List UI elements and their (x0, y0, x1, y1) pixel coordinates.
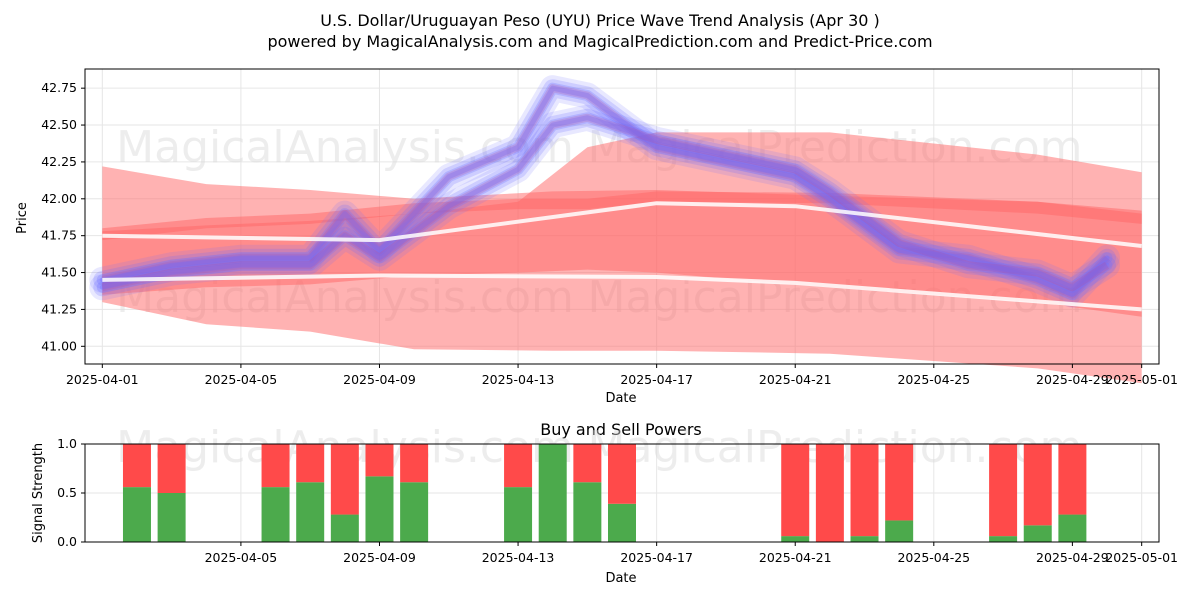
buy-bar (1058, 514, 1087, 542)
buy-bar (296, 482, 325, 542)
signal-title: Buy and Sell Powers (540, 420, 702, 439)
y-tick-label: 0.0 (57, 534, 77, 549)
sell-bar (850, 444, 879, 537)
y-tick-label: 41.50 (41, 265, 77, 280)
wave-line (93, 108, 1116, 297)
signal-chart: Buy and Sell Powers MagicalAnalysis.com … (31, 420, 1178, 586)
wave-line (101, 113, 1110, 292)
sell-bar (330, 444, 359, 515)
price-chart: MagicalAnalysis.com MagicalPrediction.co… (15, 68, 1178, 406)
x-tick-label: 2025-04-17 (620, 550, 693, 565)
buy-bar (157, 493, 186, 542)
sell-bar (296, 444, 325, 483)
x-tick-label: 2025-04-29 (1036, 550, 1109, 565)
x-tick-label: 2025-04-29 (1036, 372, 1109, 387)
sell-bar (504, 444, 533, 488)
wave-line (99, 85, 1110, 298)
y-tick-label: 42.25 (41, 154, 77, 169)
sell-bar (1058, 444, 1087, 515)
sell-bar (573, 444, 602, 483)
x-tick-label: 2025-04-05 (205, 372, 278, 387)
signal-y-label: Signal Strength (31, 443, 46, 543)
buy-bar (989, 536, 1018, 542)
x-tick-label: 2025-04-13 (482, 372, 555, 387)
sell-bar (365, 444, 394, 477)
sell-bar (608, 444, 636, 504)
x-tick-label: 2025-04-09 (343, 372, 416, 387)
x-tick-label: 2025-04-25 (897, 550, 970, 565)
wave-line (89, 75, 1120, 308)
wave-line (96, 82, 1113, 301)
y-tick-label: 41.00 (41, 338, 77, 353)
buy-bar (573, 482, 602, 542)
y-tick-label: 41.75 (41, 228, 77, 243)
buy-bar (608, 503, 636, 542)
buy-bar (504, 487, 533, 542)
y-tick-label: 0.5 (57, 485, 77, 500)
trend-line (102, 201, 1142, 248)
price-bands (102, 132, 1142, 384)
wave-line (99, 115, 1110, 290)
trend-line (102, 273, 1142, 312)
wave-line (96, 112, 1113, 293)
x-tick-label: 2025-04-25 (897, 372, 970, 387)
buy-bar (850, 536, 879, 542)
x-tick-label: 2025-05-01 (1105, 550, 1178, 565)
y-tick-label: 42.00 (41, 191, 77, 206)
plot-frame (84, 68, 1160, 365)
x-tick-label: 2025-05-01 (1105, 372, 1178, 387)
price-band (102, 191, 1142, 241)
price-x-label: Date (605, 391, 636, 406)
sell-bar (261, 444, 290, 488)
buy-bar (781, 536, 810, 542)
price-band (102, 132, 1142, 317)
sell-bar (122, 444, 151, 488)
sell-bar (989, 444, 1018, 537)
signal-x-label: Date (605, 571, 636, 586)
buy-bar (122, 487, 151, 542)
x-tick-label: 2025-04-05 (205, 550, 278, 565)
wave-line (101, 84, 1110, 299)
price-axes: 2025-04-01 2025-04-05 2025-04-09 2025-04-13… (41, 68, 1178, 387)
wave-line (93, 79, 1116, 304)
plot-frame (84, 443, 1160, 543)
x-tick-label: 2025-04-13 (482, 550, 555, 565)
buy-bar (365, 476, 394, 542)
sell-bar (815, 444, 844, 542)
y-tick-label: 42.50 (41, 117, 77, 132)
x-tick-label: 2025-04-09 (343, 550, 416, 565)
y-tick-label: 42.75 (41, 80, 77, 95)
sell-bar (1023, 444, 1052, 526)
sell-bar (157, 444, 186, 493)
sell-bar (781, 444, 810, 537)
watermark: MagicalAnalysis.com (116, 122, 574, 173)
buy-bar (261, 487, 290, 542)
sell-bar (885, 444, 914, 521)
x-tick-label: 2025-04-21 (759, 550, 832, 565)
price-waves (89, 75, 1120, 308)
price-y-label: Price (15, 202, 30, 234)
y-tick-label: 1.0 (57, 436, 77, 451)
buy-bar (400, 482, 429, 542)
sell-bar (400, 444, 429, 483)
wave-line (89, 104, 1120, 301)
trend-lines (102, 201, 1142, 312)
buy-bar (1023, 525, 1052, 542)
buy-bar (885, 520, 914, 542)
x-tick-label: 2025-04-17 (620, 372, 693, 387)
buy-bar (330, 514, 359, 542)
signal-bars (122, 444, 1087, 542)
x-tick-label: 2025-04-21 (759, 372, 832, 387)
x-tick-label: 2025-04-01 (66, 372, 139, 387)
buy-bar (538, 444, 567, 542)
chart-subtitle: powered by MagicalAnalysis.com and Magic… (267, 32, 932, 51)
signal-axes: 2025-04-05 2025-04-09 2025-04-13 2025-04-17… (57, 436, 1178, 565)
y-tick-label: 41.25 (41, 301, 77, 316)
chart-title: U.S. Dollar/Uruguayan Peso (UYU) Price W… (320, 11, 880, 30)
